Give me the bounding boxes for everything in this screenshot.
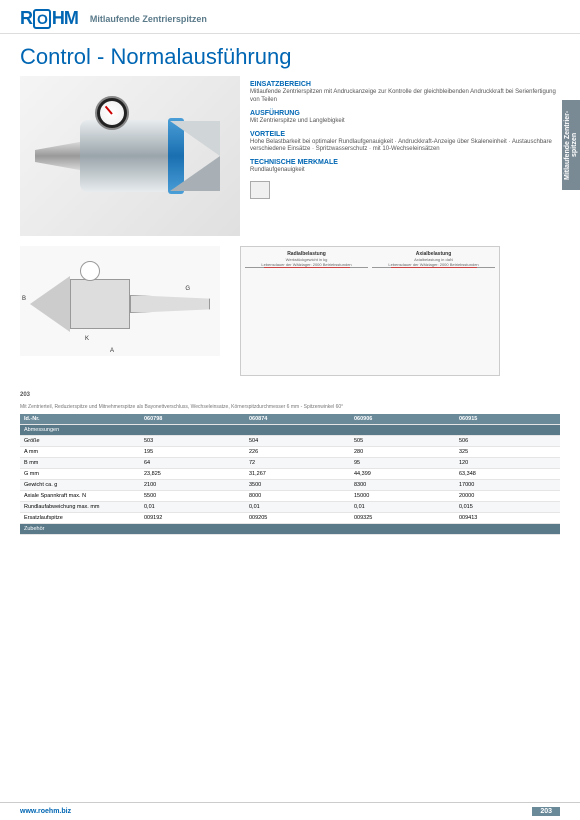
- dim-k: K: [85, 336, 89, 342]
- table-row: G mm23,82531,26744,39963,348: [20, 469, 560, 480]
- info-h1: EINSATZBEREICH: [250, 80, 560, 89]
- side-tab: Mitlaufende Zentrier-spitzen: [562, 100, 580, 190]
- header-subtitle: Mitlaufende Zentrierspitzen: [90, 14, 207, 24]
- table-row: B mm647295120: [20, 458, 560, 469]
- header: ROHM Mitlaufende Zentrierspitzen: [0, 0, 580, 34]
- table-row: Größe503504505506: [20, 436, 560, 447]
- footer-url: www.roehm.biz: [20, 808, 71, 815]
- dim-g: G: [185, 286, 190, 292]
- dimension-drawing: A B K G: [20, 246, 220, 356]
- footer: www.roehm.biz 203: [0, 802, 580, 820]
- info-p4: Rundlaufgenauigkeit: [250, 167, 560, 175]
- table-row: Axiale Spannkraft max. N5500800015000200…: [20, 491, 560, 502]
- feature-icon: [250, 181, 270, 199]
- dim-a: A: [110, 348, 114, 354]
- logo: ROHM: [20, 8, 78, 29]
- intro-text: Mit Zentrierteil, Reduzierspitze und Mit…: [0, 404, 580, 414]
- info-h4: TECHNISCHE MERKMALE: [250, 158, 560, 167]
- spec-table: Id.-Nr. 060798 060874 060906 060915 Abme…: [20, 414, 560, 535]
- page-title: Control - Normalausführung: [0, 34, 580, 76]
- info-p1: Mitlaufende Zentrierspitzen mit Andrucka…: [250, 89, 560, 105]
- intro-num: 203: [0, 386, 580, 404]
- info-panel: EINSATZBEREICH Mitlaufende Zentrierspitz…: [250, 76, 560, 236]
- info-p3: Hohe Belastbarkeit bei optimaler Rundlau…: [250, 139, 560, 155]
- info-h3: VORTEILE: [250, 130, 560, 139]
- info-p2: Mit Zentrierspitze und Langlebigkeit: [250, 118, 560, 126]
- dim-b: B: [22, 296, 26, 302]
- table-row: Ersatzlaufspitze009192009205009325009413: [20, 513, 560, 524]
- table-row: Rundlaufabweichung max. mm0,010,010,010,…: [20, 502, 560, 513]
- info-h2: AUSFÜHRUNG: [250, 109, 560, 118]
- product-image: [20, 76, 240, 236]
- section-row: Zubehör: [20, 524, 560, 535]
- table-row: A mm195226280325: [20, 447, 560, 458]
- table-row: Gewicht ca. g21003500830017000: [20, 480, 560, 491]
- footer-page: 203: [532, 807, 560, 816]
- load-charts: Radialbelastung Werkstückgewicht in kg L…: [240, 246, 500, 376]
- section-row: Abmessungen: [20, 425, 560, 436]
- table-header-row: Id.-Nr. 060798 060874 060906 060915: [20, 414, 560, 425]
